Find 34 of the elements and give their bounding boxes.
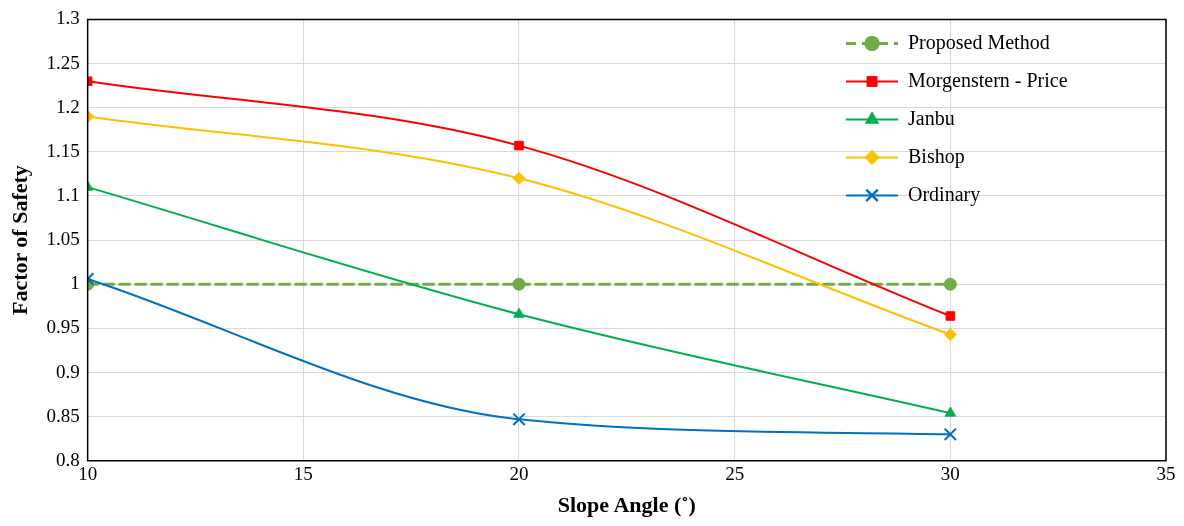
- y-tick-label: 1.15: [46, 139, 80, 161]
- y-tick-label: 0.8: [55, 448, 80, 470]
- x-tick-label: 10: [78, 463, 98, 485]
- x-tick-label: 25: [725, 463, 745, 485]
- legend-label: Bishop: [908, 144, 965, 168]
- x-tick-label: 30: [940, 463, 960, 485]
- y-tick-label: 1.25: [46, 51, 80, 73]
- point: [945, 311, 956, 321]
- point: [512, 171, 526, 185]
- y-axis-title: Factor of Safety: [6, 165, 32, 316]
- x-tick-label: 20: [509, 463, 529, 485]
- point: [513, 307, 525, 318]
- point: [943, 328, 957, 342]
- y-tick-label: 1.2: [55, 95, 80, 117]
- legend-label: Ordinary: [908, 182, 981, 206]
- legend-label: Morgenstern - Price: [908, 68, 1068, 92]
- x-tick-label: 15: [293, 463, 313, 485]
- legend-label: Janbu: [908, 106, 955, 129]
- legend-label: Proposed Method: [908, 30, 1050, 54]
- x-tick-label: 35: [1156, 463, 1176, 485]
- y-tick-label: 0.95: [46, 316, 80, 338]
- y-tick-label: 1: [70, 272, 80, 294]
- point: [514, 140, 524, 151]
- point: [943, 277, 957, 291]
- point: [512, 412, 526, 426]
- point: [943, 427, 957, 441]
- y-tick-label: 0.85: [46, 404, 80, 426]
- x-axis-title: Slope Angle (˚): [557, 492, 696, 518]
- y-tick-label: 0.9: [55, 360, 80, 382]
- y-tick-label: 1.05: [46, 228, 80, 250]
- point: [512, 277, 526, 291]
- point: [944, 406, 957, 417]
- y-tick-label: 1.3: [55, 7, 80, 29]
- y-tick-label: 1.1: [55, 183, 80, 205]
